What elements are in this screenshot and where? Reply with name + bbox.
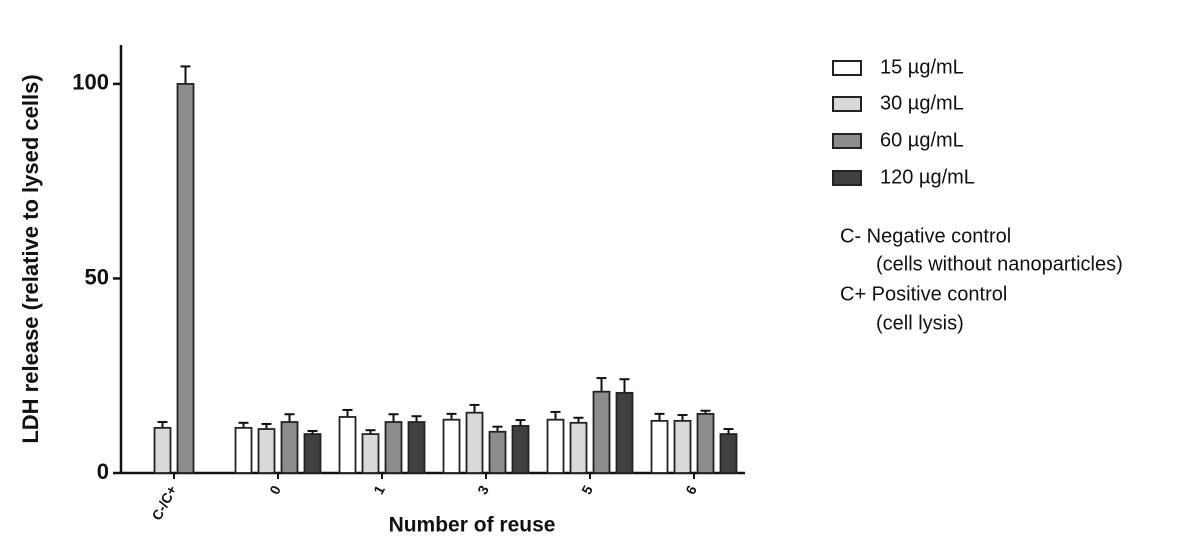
legend-label: 60 µg/mL — [880, 129, 964, 151]
bar — [361, 433, 380, 474]
bar — [488, 430, 507, 474]
bar — [176, 83, 195, 474]
x-axis-label: Number of reuse — [389, 514, 556, 537]
legend-swatch — [832, 60, 862, 76]
bar — [465, 411, 484, 474]
bar — [615, 391, 634, 474]
bar — [257, 428, 276, 474]
y-axis-label: LDH release (relative to lysed cells) — [18, 74, 43, 443]
bar — [546, 418, 565, 474]
x-tick-label: C-/C+ — [148, 483, 179, 523]
bar — [407, 421, 426, 474]
legend-swatch — [832, 170, 862, 186]
annotation: (cell lysis) — [876, 312, 964, 334]
annotation: C+ Positive control — [840, 283, 1007, 305]
y-tick-label: 50 — [85, 264, 109, 289]
bar — [280, 421, 299, 474]
bar — [592, 390, 611, 474]
annotation: C- Negative control — [840, 225, 1011, 247]
legend-label: 30 µg/mL — [880, 92, 964, 114]
bar — [673, 419, 692, 474]
bar — [153, 426, 172, 474]
bar — [719, 433, 738, 474]
x-tick-label: 3 — [474, 482, 492, 497]
annotation: (cells without nanoparticles) — [876, 253, 1123, 275]
y-tick-label: 0 — [97, 459, 109, 484]
bar — [650, 419, 669, 474]
x-tick-label: 6 — [682, 482, 700, 497]
legend-swatch — [832, 133, 862, 149]
bar — [569, 421, 588, 474]
bar — [442, 418, 461, 474]
y-tick-label: 100 — [72, 70, 109, 95]
x-tick-label: 5 — [578, 482, 596, 497]
bar — [511, 425, 530, 474]
legend-label: 15 µg/mL — [880, 56, 964, 78]
legend-label: 120 µg/mL — [880, 166, 975, 188]
bar — [303, 433, 322, 474]
bar — [384, 421, 403, 474]
bar — [234, 426, 253, 474]
legend-swatch — [832, 96, 862, 112]
x-tick-label: 1 — [370, 482, 388, 497]
x-tick-label: 0 — [266, 482, 284, 497]
bar — [696, 412, 715, 474]
bar — [338, 416, 357, 474]
